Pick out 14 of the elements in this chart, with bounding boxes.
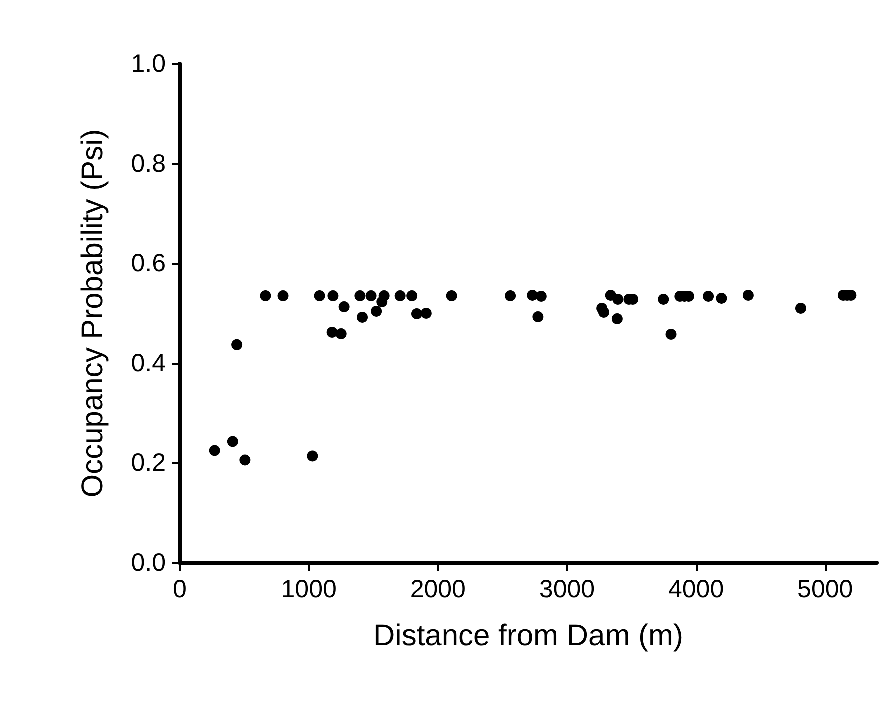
x-tick-label: 5000	[798, 576, 854, 604]
y-tick-label: 0.0	[131, 549, 166, 577]
y-tick-label: 0.8	[131, 150, 166, 178]
y-tick-label: 0.6	[131, 250, 166, 278]
x-axis-title: Distance from Dam (m)	[373, 620, 684, 652]
x-tick-label: 4000	[668, 576, 724, 604]
x-tick-label: 1000	[281, 576, 337, 604]
x-tick-label: 2000	[410, 576, 466, 604]
y-tick-label: 0.4	[131, 349, 166, 378]
x-tick-label: 3000	[539, 576, 596, 604]
y-tick-label: 0.2	[131, 449, 166, 478]
y-axis-title: Occupancy Probability (Psi)	[76, 129, 110, 498]
x-tick-label: 0	[173, 576, 187, 604]
y-tick-label: 1.0	[131, 50, 166, 78]
